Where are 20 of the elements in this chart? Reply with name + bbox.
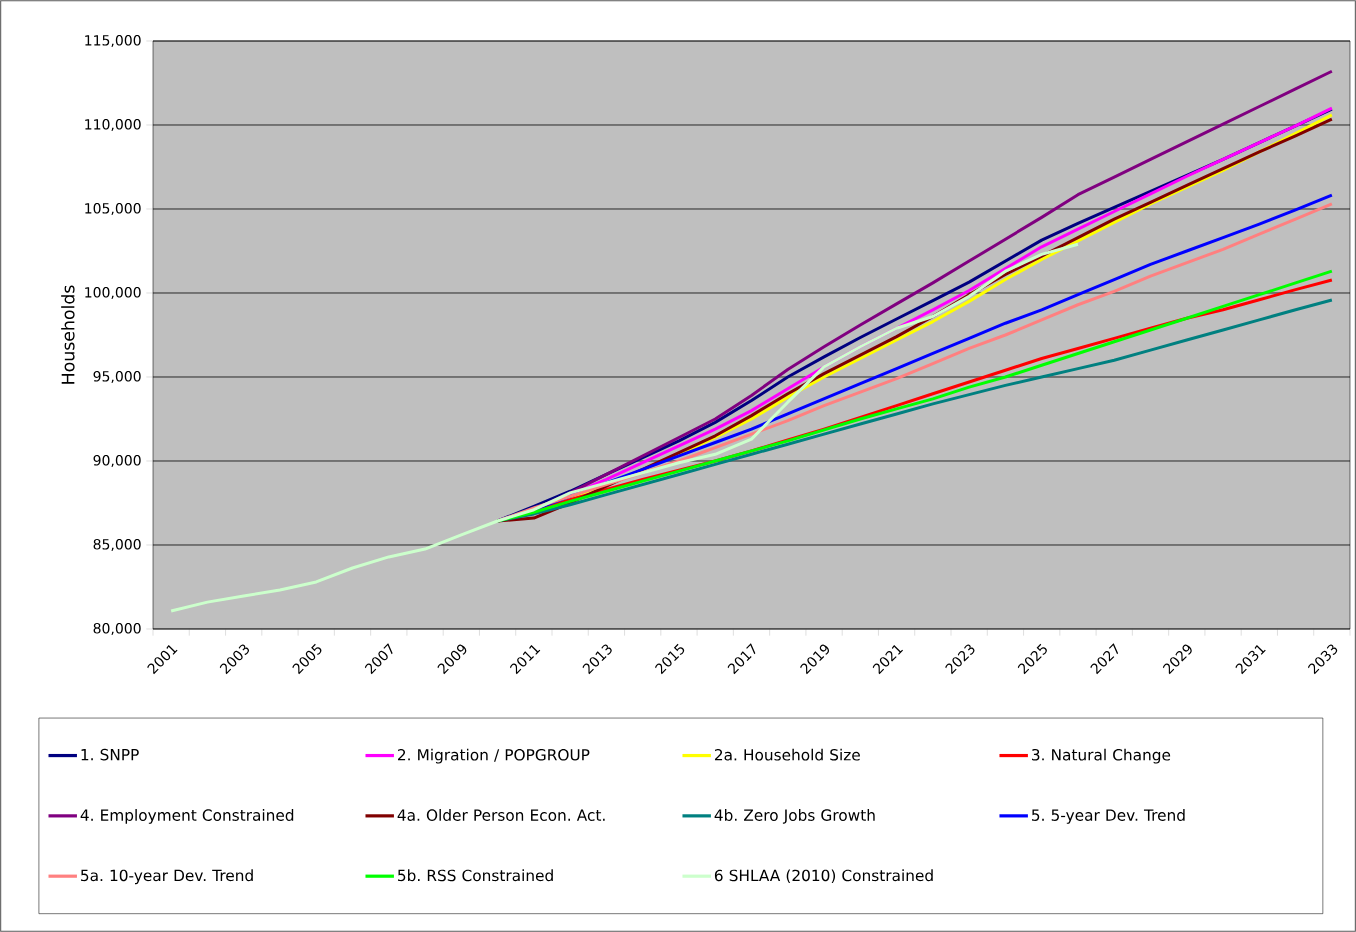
legend-label: 5. 5-year Dev. Trend bbox=[1032, 809, 1185, 824]
y-tick-label: 100,000 bbox=[85, 286, 141, 300]
legend-label: 1. SNPP bbox=[81, 748, 139, 761]
y-tick-label: 105,000 bbox=[85, 202, 141, 216]
y-tick-label: 90,000 bbox=[93, 454, 141, 468]
legend-label: 6 SHLAA (2010) Constrained bbox=[714, 869, 933, 884]
legend-label: 2a. Household Size bbox=[714, 748, 860, 761]
y-axis-title: Households bbox=[61, 285, 75, 384]
legend-label: 2. Migration / POPGROUP bbox=[398, 748, 590, 764]
legend-label: 3. Natural Change bbox=[1032, 748, 1171, 764]
y-tick-label: 115,000 bbox=[85, 34, 141, 48]
legend-label: 5a. 10-year Dev. Trend bbox=[81, 869, 253, 885]
y-tick-label: 85,000 bbox=[93, 538, 141, 552]
legend-label: 4b. Zero Jobs Growth bbox=[714, 809, 875, 824]
legend-label: 4a. Older Person Econ. Act. bbox=[397, 809, 605, 821]
y-tick-label: 80,000 bbox=[93, 622, 141, 636]
legend-label: 5b. RSS Constrained bbox=[398, 869, 553, 882]
y-tick-label: 110,000 bbox=[85, 118, 141, 132]
legend-label: 4. Employment Constrained bbox=[80, 809, 294, 824]
y-tick-label: 95,000 bbox=[93, 370, 141, 384]
